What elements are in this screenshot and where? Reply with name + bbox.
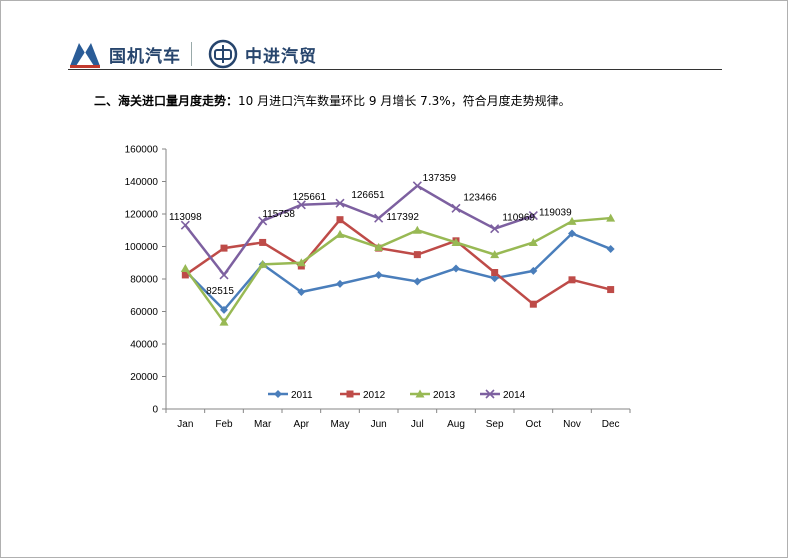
header-divider xyxy=(191,42,192,66)
series-line-2014 xyxy=(184,184,534,277)
guoji-logo-icon xyxy=(70,43,100,68)
legend-marker-2011 xyxy=(274,390,282,398)
x-tick-label: Nov xyxy=(563,419,581,430)
x-tick-label: Sep xyxy=(486,419,504,430)
legend-marker-2013 xyxy=(415,389,425,398)
point-2014 xyxy=(528,210,538,221)
y-tick-label: 60000 xyxy=(130,307,158,318)
point-2013 xyxy=(412,225,422,234)
x-tick-label: Jun xyxy=(371,419,387,430)
y-tick-label: 160000 xyxy=(125,145,159,156)
point-2014 xyxy=(451,203,461,213)
point-2011 xyxy=(374,270,383,279)
y-tick-label: 20000 xyxy=(130,372,158,383)
point-2013 xyxy=(567,216,577,225)
data-label-2014: 123466 xyxy=(463,192,497,203)
point-2011 xyxy=(529,266,538,275)
point-2014 xyxy=(180,220,190,230)
y-tick-label: 100000 xyxy=(125,242,159,253)
legend-label-2012: 2012 xyxy=(363,390,386,401)
series-line-2013 xyxy=(184,216,611,324)
y-tick-label: 120000 xyxy=(125,210,159,221)
legend-label-2013: 2013 xyxy=(433,390,456,401)
point-2012 xyxy=(491,269,499,276)
y-tick-label: 40000 xyxy=(130,340,158,351)
headline-text: 10 月进口汽车数量环比 9 月增长 7.3%，符合月度走势规律。 xyxy=(238,94,571,108)
point-2012 xyxy=(568,276,576,284)
data-label-2014: 113098 xyxy=(169,212,202,223)
point-2013 xyxy=(490,250,500,259)
x-tick-label: Feb xyxy=(215,419,233,430)
legend-marker-2012 xyxy=(346,390,354,398)
point-2012 xyxy=(181,271,189,279)
point-2011 xyxy=(606,244,615,253)
point-2011 xyxy=(297,288,306,296)
data-label-2014: 125661 xyxy=(293,192,327,203)
point-2011 xyxy=(490,274,499,283)
y-tick-label: 80000 xyxy=(130,275,158,286)
brand-guoji: 国机汽车 xyxy=(109,47,181,67)
point-2012 xyxy=(220,244,228,252)
point-2013 xyxy=(258,259,268,268)
point-2011 xyxy=(220,305,228,314)
point-2013 xyxy=(606,213,616,222)
point-2011 xyxy=(413,277,422,286)
point-2014 xyxy=(374,213,384,223)
zhongjin-logo-icon xyxy=(208,39,238,69)
page-header: 国机汽车 中进汽贸 xyxy=(68,38,722,70)
point-2014 xyxy=(412,181,422,191)
point-2014 xyxy=(258,216,268,226)
legend-label-2014: 2014 xyxy=(503,390,526,401)
point-2012 xyxy=(607,286,615,294)
data-label-2014: 126651 xyxy=(351,190,385,201)
point-2013 xyxy=(335,229,345,238)
point-2013 xyxy=(374,242,384,251)
point-2011 xyxy=(568,229,576,238)
x-tick-label: Oct xyxy=(526,419,542,430)
x-tick-label: Jan xyxy=(177,419,193,430)
data-label-2014: 117392 xyxy=(386,212,419,223)
point-2013 xyxy=(528,237,538,246)
point-2013 xyxy=(219,317,229,326)
y-tick-label: 0 xyxy=(152,405,158,416)
point-2013 xyxy=(296,258,306,267)
point-2013 xyxy=(180,263,190,272)
point-2013 xyxy=(451,237,461,246)
point-2014 xyxy=(219,270,229,280)
point-2011 xyxy=(452,264,460,273)
point-2012 xyxy=(529,300,537,308)
data-label-2014: 115758 xyxy=(262,209,295,220)
data-label-2014: 82515 xyxy=(206,286,234,297)
header-rule xyxy=(68,69,722,70)
x-tick-label: May xyxy=(331,419,350,430)
legend-label-2011: 2011 xyxy=(291,390,313,401)
point-2012 xyxy=(413,251,421,259)
point-2012 xyxy=(336,216,344,224)
x-tick-label: Jul xyxy=(411,419,424,430)
y-tick-label: 140000 xyxy=(125,177,159,188)
x-tick-label: Dec xyxy=(602,419,620,430)
data-label-2014: 137359 xyxy=(423,173,457,184)
point-2014 xyxy=(296,200,306,210)
section-headline: 二、海关进口量月度走势：10 月进口汽车数量环比 9 月增长 7.3%，符合月度… xyxy=(94,92,571,109)
x-tick-label: Mar xyxy=(254,419,272,430)
point-2011 xyxy=(336,279,344,288)
data-label-2014: 119039 xyxy=(539,208,572,219)
series-line-2012 xyxy=(184,218,611,306)
data-label-2014: 110969 xyxy=(502,213,535,224)
headline-bold: 二、海关进口量月度走势： xyxy=(94,94,239,108)
point-2014 xyxy=(335,198,345,208)
legend-marker-2014 xyxy=(485,389,495,399)
point-2014 xyxy=(490,224,500,234)
x-tick-label: Apr xyxy=(294,419,310,430)
brand-zhongjin: 中进汽贸 xyxy=(245,47,317,67)
x-tick-label: Aug xyxy=(447,419,465,430)
point-2012 xyxy=(259,238,267,246)
